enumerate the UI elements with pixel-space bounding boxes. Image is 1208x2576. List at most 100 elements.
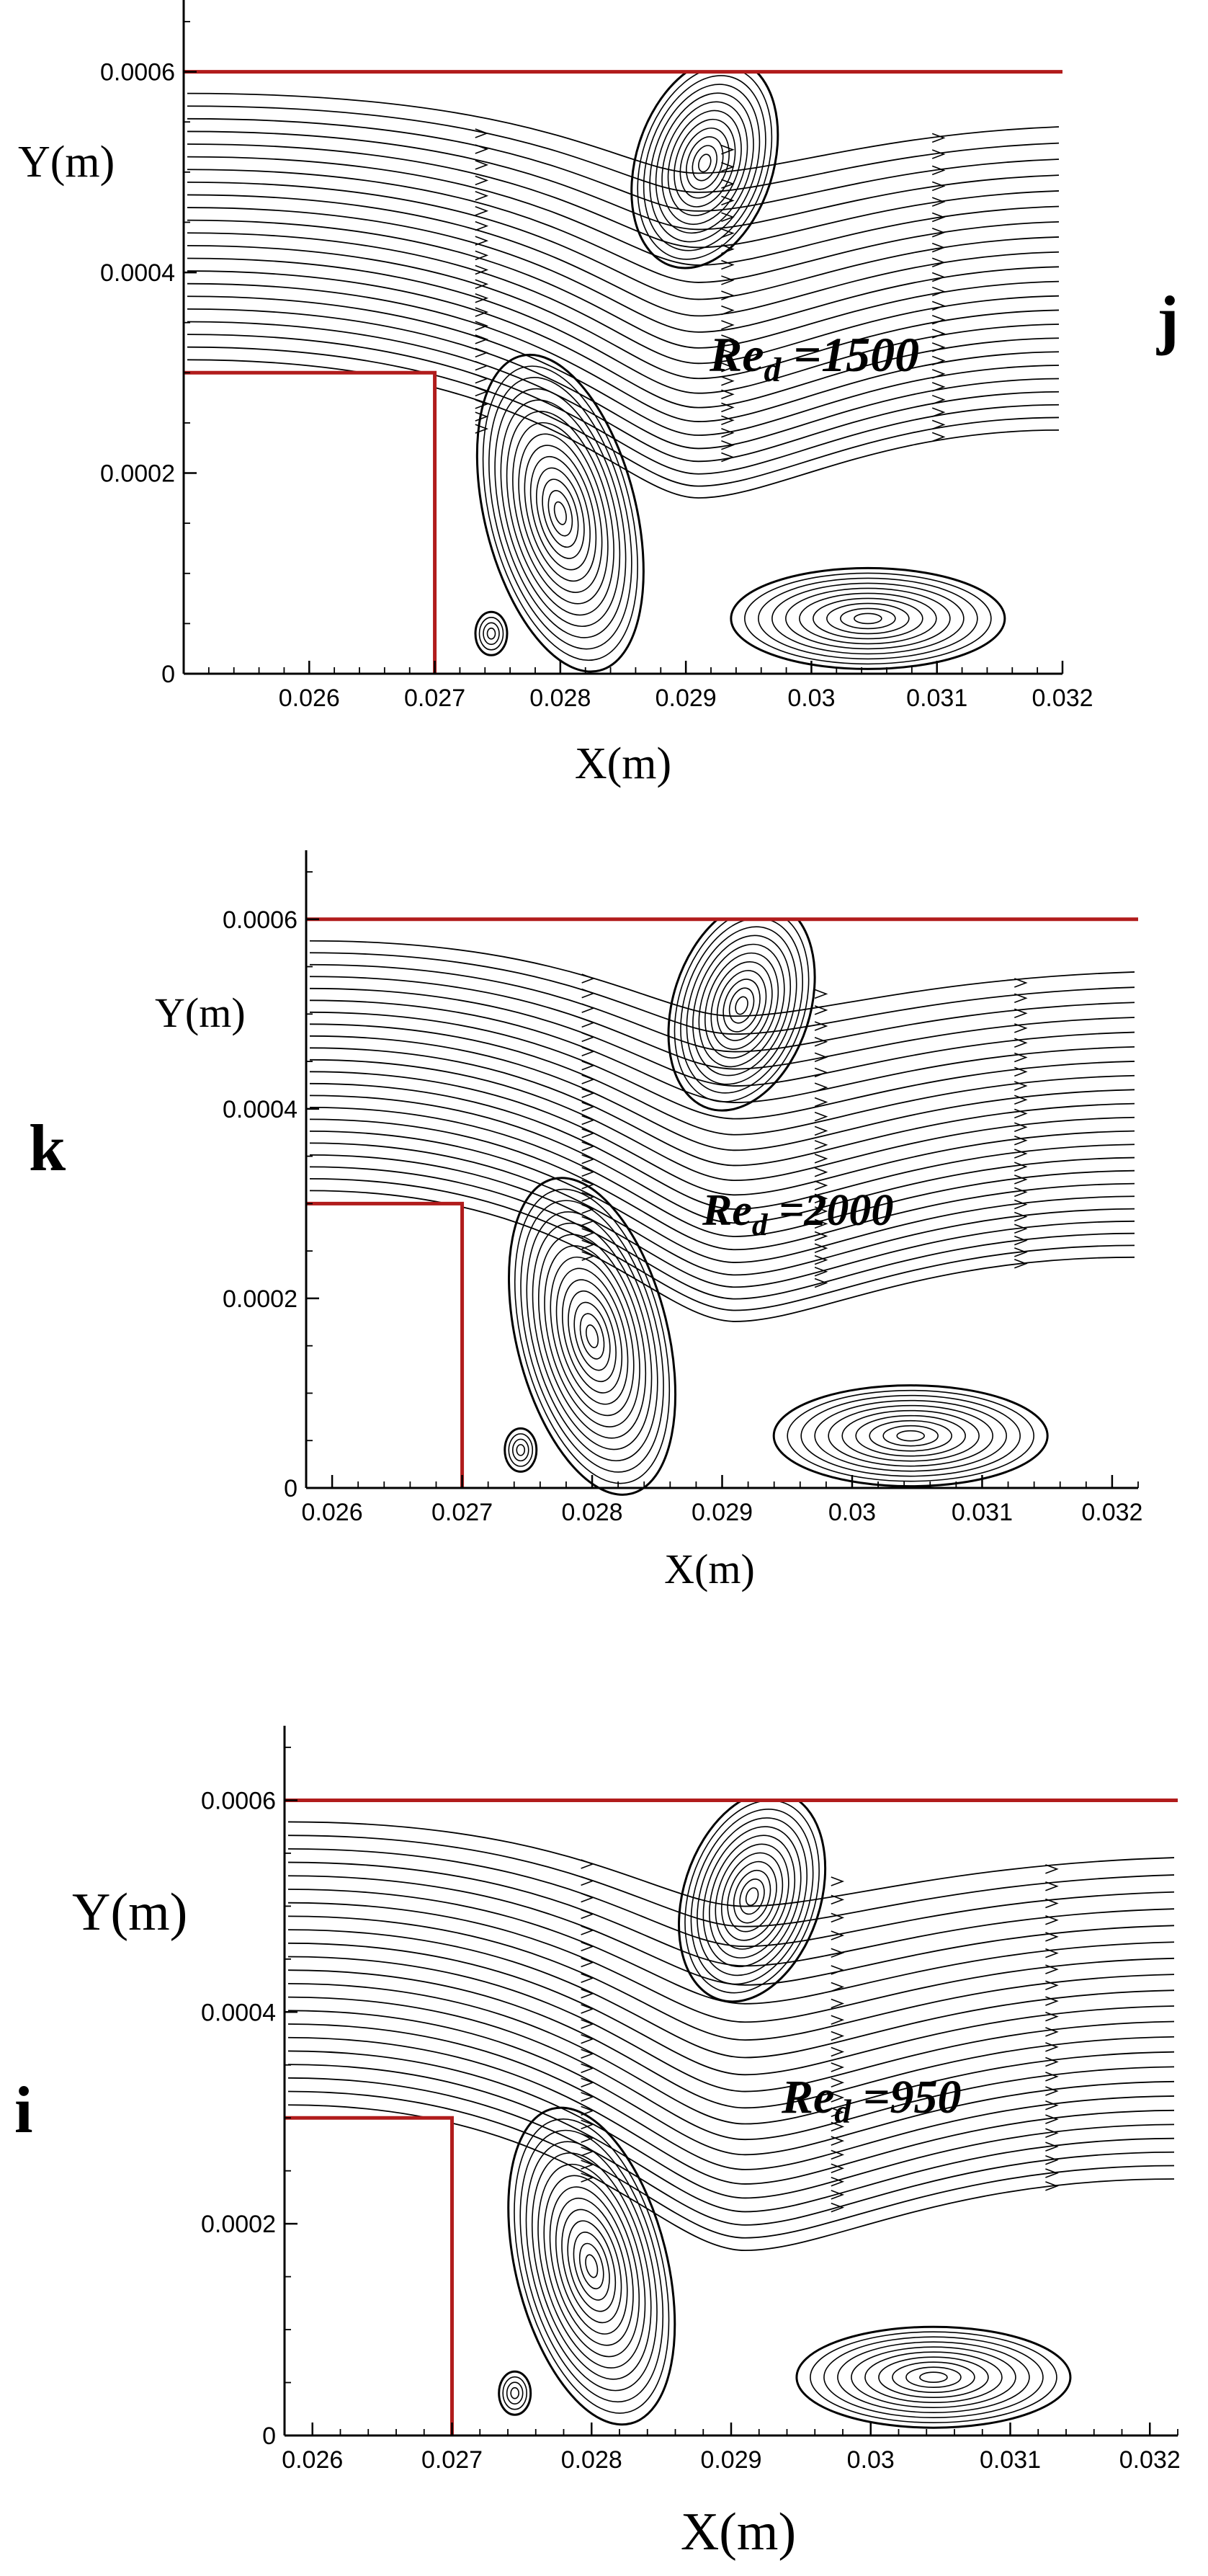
streamline-arrow	[1045, 2142, 1059, 2152]
y-tick-label: 0	[262, 2423, 276, 2450]
streamline-arrow	[831, 2093, 845, 2103]
streamline	[309, 1190, 1135, 1322]
streamline-arrow	[931, 382, 946, 392]
streamline-arrow	[1014, 1136, 1028, 1146]
streamline-arrow	[831, 1876, 845, 1886]
streamline-arrow	[475, 373, 489, 384]
streamline-arrow	[475, 220, 489, 231]
streamline-arrow	[581, 1128, 595, 1138]
vortex-ring	[573, 1301, 611, 1371]
wall-mask	[308, 836, 1140, 919]
streamline-arrow	[931, 133, 946, 143]
vortex-ring	[531, 2152, 652, 2380]
streamline	[187, 359, 1060, 499]
streamline-arrow	[475, 160, 489, 170]
streamline-arrow	[581, 1180, 595, 1190]
streamline	[309, 1095, 1135, 1224]
streamline-arrow	[721, 334, 735, 344]
streamline-arrow	[1045, 1864, 1059, 1874]
streamline-arrow	[721, 375, 735, 386]
streamlines	[187, 57, 1060, 673]
streamline-arrow	[831, 2149, 845, 2160]
vortex-ring	[500, 399, 621, 628]
re-subscript: d	[752, 1208, 769, 1242]
vortex-ring	[498, 2370, 532, 2416]
streamline-plot-i: 0.026 0.027 0.028 0.029 0.03 0.031 0.032 0 0.000…	[72, 1708, 1181, 2562]
streamline-arrow	[814, 1111, 828, 1122]
streamline-arrow	[931, 165, 946, 176]
streamlines	[287, 1791, 1175, 2429]
streamline	[309, 1154, 1135, 1288]
streamline-arrow	[581, 2034, 594, 2044]
streamline-arrow	[581, 1154, 595, 1164]
vortex-ring	[524, 445, 597, 582]
vortex-ring	[704, 952, 779, 1059]
panel-letter-i: i	[14, 2073, 33, 2147]
panel-letter-k: k	[29, 1111, 66, 1185]
x-axis-label: X(m)	[575, 739, 671, 788]
re-subscript: d	[764, 352, 782, 389]
re-subscript: d	[834, 2093, 851, 2130]
streamline-arrow	[1014, 1235, 1028, 1246]
panel-k: 0.026 0.027 0.028 0.029 0.03 0.031 0.032 0 0.000…	[0, 836, 1208, 1650]
streamline	[309, 1059, 1135, 1182]
streamline	[287, 1889, 1175, 2005]
streamline-arrow	[581, 1003, 595, 1013]
streamline-arrow	[931, 407, 946, 417]
streamline-arrow	[581, 1909, 594, 1920]
vortex-ring	[482, 365, 638, 661]
streamline-arrow	[1014, 1023, 1028, 1033]
vortex-ring	[878, 2356, 989, 2398]
streamline	[287, 1929, 1175, 2059]
vortex-ring	[519, 2129, 664, 2403]
streamline-plot-k: 0.026 0.027 0.028 0.029 0.03 0.031 0.032 0 0.000…	[155, 836, 1142, 1592]
vortex-ring	[547, 490, 573, 537]
streamline-arrow	[1014, 993, 1028, 1004]
streamline-arrow	[814, 1278, 828, 1288]
vortex-ring	[745, 1887, 759, 1907]
streamline-arrow	[581, 1192, 595, 1202]
streamline	[287, 2010, 1175, 2156]
vortex-ring	[837, 2341, 1030, 2413]
vortex-ring	[690, 1808, 814, 1985]
streamline-arrow	[1045, 2114, 1059, 2124]
streamline-arrow	[931, 181, 946, 192]
streamline	[187, 334, 1060, 475]
streamline-arrow	[814, 1021, 828, 1031]
streamline-arrow	[475, 144, 489, 154]
streamline-arrow	[721, 144, 735, 155]
vortex-ring	[508, 1177, 677, 1496]
streamline	[309, 1082, 1135, 1210]
re-symbol: Re	[702, 1186, 752, 1235]
streamline-plot-j: 0.026 0.027 0.028 0.029 0.03 0.031 0.032 0 0.000…	[18, 0, 1093, 788]
streamline-arrow	[581, 973, 595, 984]
x-tick-label: 0.026	[282, 2446, 343, 2474]
streamline-arrow	[1014, 1162, 1028, 1172]
vortex-ring	[661, 101, 748, 226]
streamline-arrow	[831, 2077, 845, 2087]
streamline	[287, 1969, 1175, 2109]
corner-vortex	[474, 610, 509, 656]
panel-j: 0.026 0.027 0.028 0.029 0.03 0.031 0.032 0 0.000…	[0, 0, 1208, 807]
vortex-ring	[813, 597, 923, 640]
streamline-arrow	[814, 1180, 828, 1190]
vortex-ring	[578, 2242, 604, 2290]
streamline-arrow	[1045, 2168, 1059, 2178]
streamline-arrow	[1014, 1258, 1028, 1269]
vortex-ring	[542, 478, 579, 548]
reynolds-label: Red =2000	[702, 1186, 893, 1242]
vortex-ring	[772, 1384, 1049, 1488]
streamline-arrow	[1045, 1980, 1059, 1990]
step-recirculation-vortex	[507, 2106, 676, 2426]
vortex-ring	[758, 577, 978, 660]
streamline-arrow	[1045, 2027, 1059, 2037]
vortex-ring	[525, 2141, 658, 2392]
streamline	[187, 308, 1060, 450]
vortex-ring	[919, 2371, 948, 2383]
streamline	[187, 156, 1060, 266]
re-symbol: Re	[781, 2071, 834, 2123]
streamline-arrow	[931, 300, 946, 311]
vortex-ring	[720, 1852, 784, 1941]
vortex-ring	[851, 2346, 1016, 2408]
vortex-ring	[692, 145, 718, 182]
